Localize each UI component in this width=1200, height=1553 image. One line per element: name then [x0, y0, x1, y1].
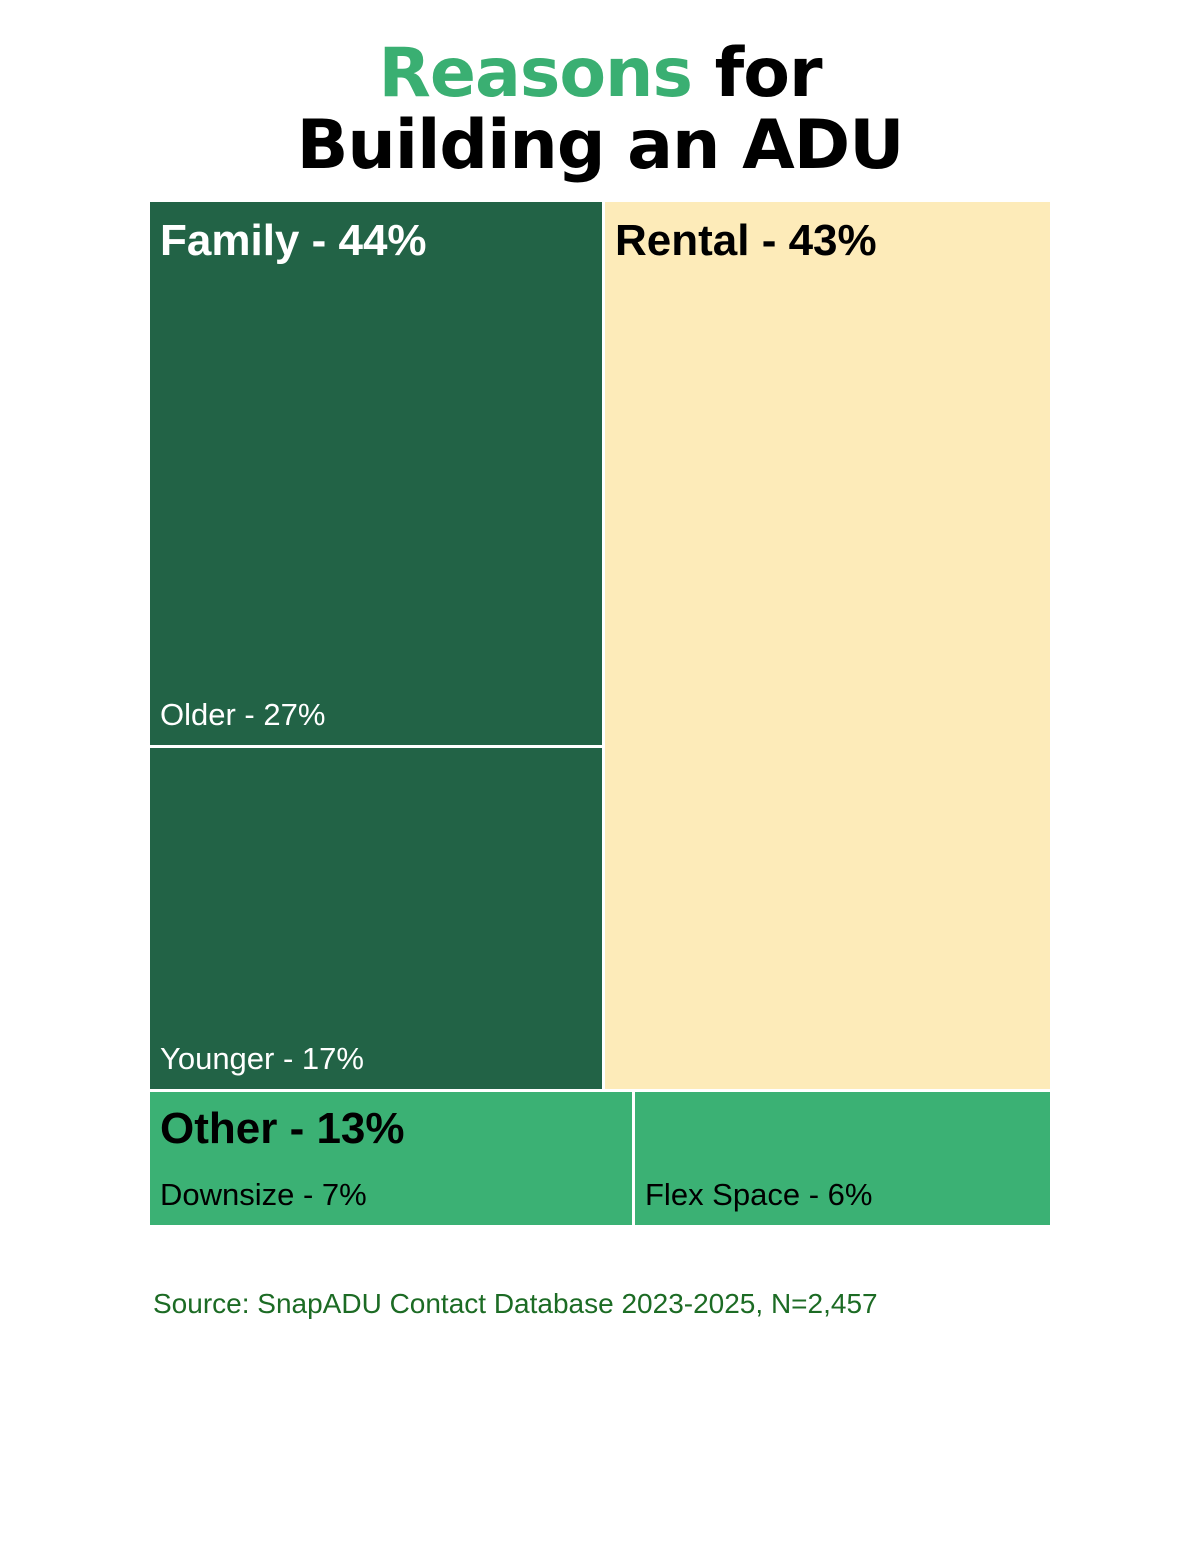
leaf-label-flex-space: Flex Space - 6%	[645, 1177, 873, 1212]
group-label-other: Other - 13%	[160, 1104, 405, 1153]
group-label-rental: Rental - 43%	[615, 216, 877, 265]
treemap-cell-older: Older - 27% Family - 44%	[150, 202, 602, 745]
treemap-cell-downsize: Downsize - 7% Other - 13%	[150, 1092, 632, 1225]
treemap-cell-rental: Rental - 43%	[605, 202, 1050, 1089]
group-label-family: Family - 44%	[160, 216, 427, 265]
chart-title: Reasons for Building an ADU	[0, 38, 1200, 182]
treemap: Older - 27% Family - 44% Younger - 17% Rent…	[150, 202, 1050, 1225]
leaf-label-downsize: Downsize - 7%	[160, 1177, 367, 1212]
title-line2: Building an ADU	[296, 106, 905, 185]
title-line1-rest: for	[714, 34, 823, 113]
leaf-label-older: Older - 27%	[160, 697, 326, 732]
source-note: Source: SnapADU Contact Database 2023-20…	[153, 1288, 878, 1319]
title-accent-word: Reasons	[378, 34, 693, 113]
leaf-label-younger: Younger - 17%	[160, 1041, 364, 1076]
treemap-cell-flex-space: Flex Space - 6%	[635, 1092, 1050, 1225]
treemap-cell-younger: Younger - 17%	[150, 748, 602, 1089]
